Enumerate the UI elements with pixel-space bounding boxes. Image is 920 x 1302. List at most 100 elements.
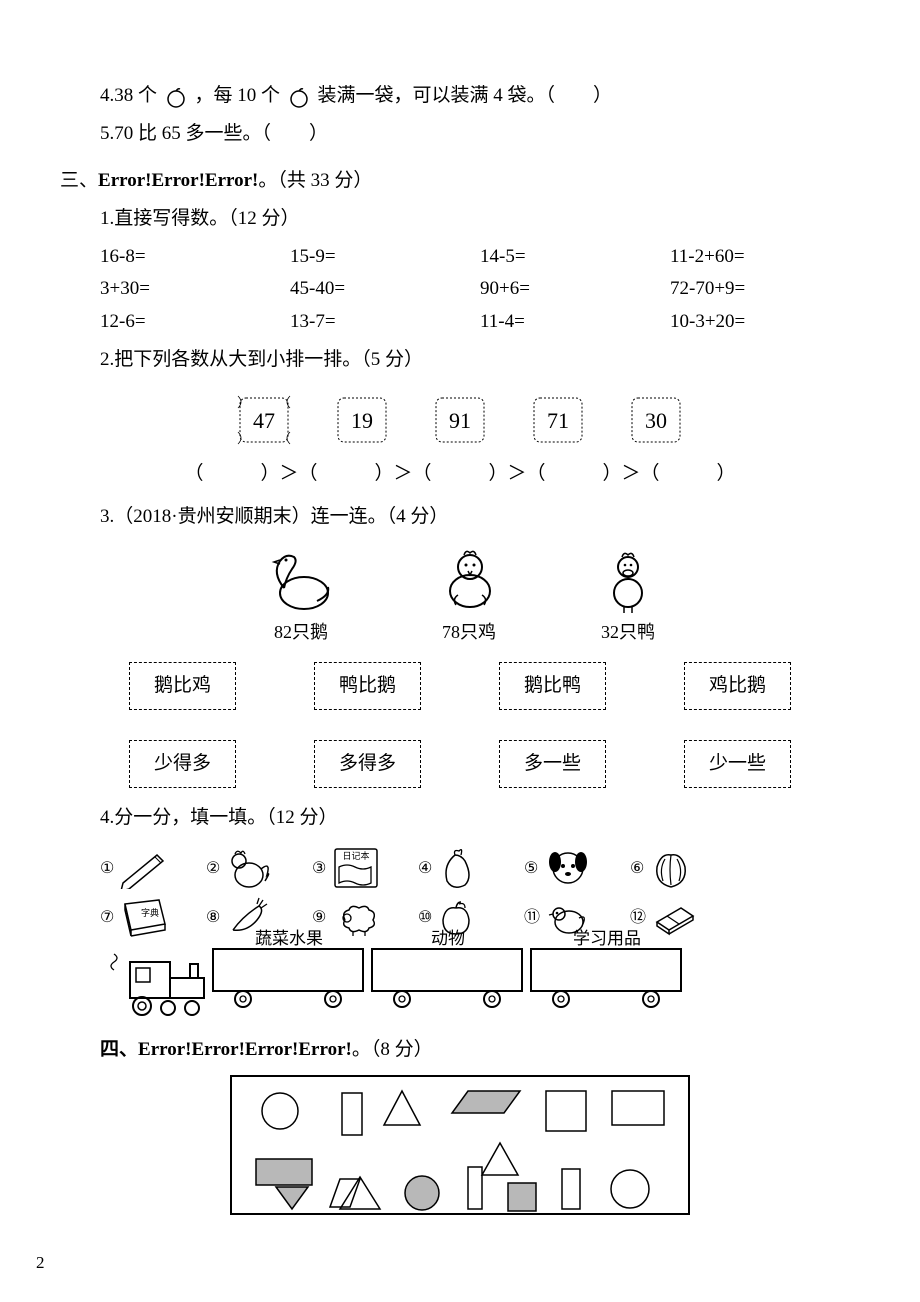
math-cell: 14-5= xyxy=(480,241,670,273)
section-3-errors: Error!Error!Error! xyxy=(98,170,258,191)
page-number: 2 xyxy=(36,1249,45,1278)
item-num: ⑥ xyxy=(630,855,644,882)
cabbage-icon xyxy=(647,845,695,891)
compare-box: 鸡比鹅 xyxy=(684,662,791,710)
math-cell: 3+30= xyxy=(100,273,290,305)
duck-icon xyxy=(598,543,658,615)
math-cell: 13-7= xyxy=(290,306,480,338)
rectangle-shape xyxy=(562,1169,580,1209)
item-dog: ⑤ xyxy=(524,844,630,892)
triangle-shape xyxy=(482,1143,518,1175)
number-frame: 91 xyxy=(432,394,488,446)
chicken: 78只鸡 xyxy=(430,543,508,648)
section-4-errors: Error!Error!Error!Error! xyxy=(138,1039,352,1060)
rooster-icon xyxy=(223,845,273,891)
item-num: ② xyxy=(206,855,220,882)
compare-box: 少得多 xyxy=(129,740,236,788)
number-frame: 47 xyxy=(236,394,292,446)
notebook-icon: 日记本 xyxy=(329,845,381,891)
item-num: ⑦ xyxy=(100,904,114,931)
rectangle-shape xyxy=(342,1093,362,1135)
s3q1-heading: 1.直接写得数。（12 分） xyxy=(60,203,860,235)
section-3-prefix: 三、 xyxy=(60,170,98,191)
apple-icon xyxy=(287,85,311,109)
frame-number: 71 xyxy=(547,402,569,439)
chicken-icon xyxy=(430,543,508,615)
section-4-prefix: 四、 xyxy=(100,1039,138,1060)
eggplant-icon xyxy=(435,845,479,891)
section-4-points: （8 分） xyxy=(371,1039,433,1060)
math-row-1: 16-8= 15-9= 14-5= 11-2+60= xyxy=(100,241,860,273)
train-car-icon xyxy=(368,945,528,1009)
section-3-points: （共 33 分） xyxy=(277,170,372,191)
number-frame: 19 xyxy=(334,394,390,446)
car-label: 动物 xyxy=(368,925,528,954)
math-row-2: 3+30= 45-40= 90+6= 72-70+9= xyxy=(100,273,860,305)
parallelogram-shape xyxy=(452,1091,520,1113)
pencil-icon xyxy=(117,847,167,889)
compare-box: 鹅比鸡 xyxy=(129,662,236,710)
train-car-2: 动物 xyxy=(368,945,528,1020)
goose-icon xyxy=(262,543,340,615)
triangle-shape xyxy=(384,1091,420,1125)
shapes-svg xyxy=(232,1077,688,1213)
item-num: ④ xyxy=(418,855,432,882)
dictionary-icon: 字典 xyxy=(117,896,169,938)
goose-label: 82只鹅 xyxy=(262,617,340,648)
math-cell: 10-3+20= xyxy=(670,306,860,338)
compare-box: 多得多 xyxy=(314,740,421,788)
square-filled-shape xyxy=(508,1183,536,1211)
apple-icon xyxy=(164,85,188,109)
item-num: ⑤ xyxy=(524,855,538,882)
square-shape xyxy=(546,1091,586,1131)
item-pencil: ① xyxy=(100,847,206,889)
animals-row: 82只鹅 78只鸡 32只鸭 xyxy=(60,543,860,648)
frame-number: 19 xyxy=(351,402,373,439)
question-4-38: 4.38 个 ，每 10 个 装满一袋，可以装满 4 袋。（ ） xyxy=(60,80,860,112)
math-cell: 12-6= xyxy=(100,306,290,338)
circle-shape xyxy=(611,1170,649,1208)
item-eggplant: ④ xyxy=(418,845,524,891)
notebook-text: 日记本 xyxy=(343,850,370,861)
rectangle-shape xyxy=(612,1091,664,1125)
compare-blanks: （ ）＞（ ）＞（ ）＞（ ）＞（ ） xyxy=(60,458,860,490)
math-cell: 16-8= xyxy=(100,241,290,273)
math-row-3: 12-6= 13-7= 11-4= 10-3+20= xyxy=(100,306,860,338)
duck: 32只鸭 xyxy=(598,543,658,648)
q4-mid: ，每 10 个 xyxy=(195,85,281,106)
train: 蔬菜水果 动物 学习用品 xyxy=(100,942,860,1020)
item-dictionary: ⑦ 字典 xyxy=(100,896,206,938)
question-5-70: 5.70 比 65 多一些。（ ） xyxy=(60,118,860,150)
frame-number: 30 xyxy=(645,402,667,439)
math-cell: 72-70+9= xyxy=(670,273,860,305)
number-frames: 47 19 91 71 30 xyxy=(60,394,860,446)
train-engine-icon xyxy=(100,942,210,1020)
rectangle-shape xyxy=(468,1167,482,1209)
train-car-3: 学习用品 xyxy=(527,945,687,1020)
duck-label: 32只鸭 xyxy=(598,617,658,648)
s3q3-heading: 3.（2018·贵州安顺期末）连一连。（4 分） xyxy=(60,501,860,533)
compare-box: 少一些 xyxy=(684,740,791,788)
math-cell: 11-2+60= xyxy=(670,241,860,273)
math-cell: 90+6= xyxy=(480,273,670,305)
chicken-label: 78只鸡 xyxy=(430,617,508,648)
rectangle-filled-shape xyxy=(256,1159,312,1185)
bottom-box-row: 少得多 多得多 多一些 少一些 xyxy=(90,740,830,788)
goose: 82只鹅 xyxy=(262,543,340,648)
car-label: 蔬菜水果 xyxy=(209,925,369,954)
compare-box: 鸭比鹅 xyxy=(314,662,421,710)
triangle-down-filled-shape xyxy=(276,1187,308,1209)
compare-box: 鹅比鸭 xyxy=(499,662,606,710)
train-car-icon xyxy=(209,945,369,1009)
math-cell: 15-9= xyxy=(290,241,480,273)
compare-box: 多一些 xyxy=(499,740,606,788)
dog-icon xyxy=(541,844,595,892)
item-notebook: ③ 日记本 xyxy=(312,845,418,891)
item-num: ① xyxy=(100,855,114,882)
section-3-period: 。 xyxy=(258,170,277,191)
svg-text:字典: 字典 xyxy=(141,907,159,918)
items-row-1: ① ② ③ 日记本 ④ ⑤ ⑥ xyxy=(100,844,740,892)
circle-shape xyxy=(262,1093,298,1129)
triangle-shape xyxy=(340,1177,380,1209)
s3q4-heading: 4.分一分，填一填。（12 分） xyxy=(60,802,860,834)
